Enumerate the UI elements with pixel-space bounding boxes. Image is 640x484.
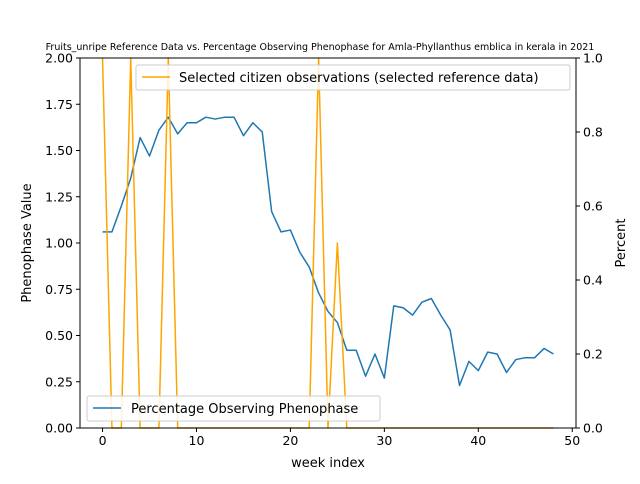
left-y-tick-label: 0.50: [45, 328, 73, 343]
left-y-tick-label: 1.25: [45, 189, 73, 204]
x-tick-label: 30: [376, 433, 392, 448]
legend-top: Selected citizen observations (selected …: [136, 65, 570, 90]
left-y-axis-label: Phenophase Value: [20, 183, 35, 302]
chart-title: Fruits_unripe Reference Data vs. Percent…: [46, 42, 595, 53]
legend-bottom: Percentage Observing Phenophase: [87, 396, 380, 421]
left-y-tick-label: 0.00: [45, 421, 73, 436]
left-y-tick-label: 1.50: [45, 143, 73, 158]
right-y-tick-label: 0.4: [583, 273, 603, 288]
left-y-tick-label: 0.25: [45, 374, 73, 389]
x-tick-label: 0: [99, 433, 107, 448]
right-y-tick-label: 0.8: [583, 125, 603, 140]
left-y-tick-label: 0.75: [45, 282, 73, 297]
left-y-tick-label: 1.00: [45, 236, 73, 251]
legend-bottom-label: Percentage Observing Phenophase: [131, 402, 358, 417]
right-y-tick-label: 0.0: [583, 421, 603, 436]
right-y-tick-label: 0.2: [583, 347, 603, 362]
legend-top-label: Selected citizen observations (selected …: [179, 71, 539, 86]
x-tick-label: 10: [189, 433, 205, 448]
x-tick-label: 20: [282, 433, 298, 448]
right-y-tick-label: 0.6: [583, 199, 603, 214]
right-y-tick-label: 1.0: [583, 51, 603, 66]
left-y-tick-label: 2.00: [45, 51, 73, 66]
x-tick-label: 50: [564, 433, 580, 448]
x-axis-label: week index: [291, 456, 365, 471]
left-y-tick-label: 1.75: [45, 97, 73, 112]
right-y-axis-label: Percent: [614, 219, 629, 268]
x-tick-label: 40: [470, 433, 486, 448]
